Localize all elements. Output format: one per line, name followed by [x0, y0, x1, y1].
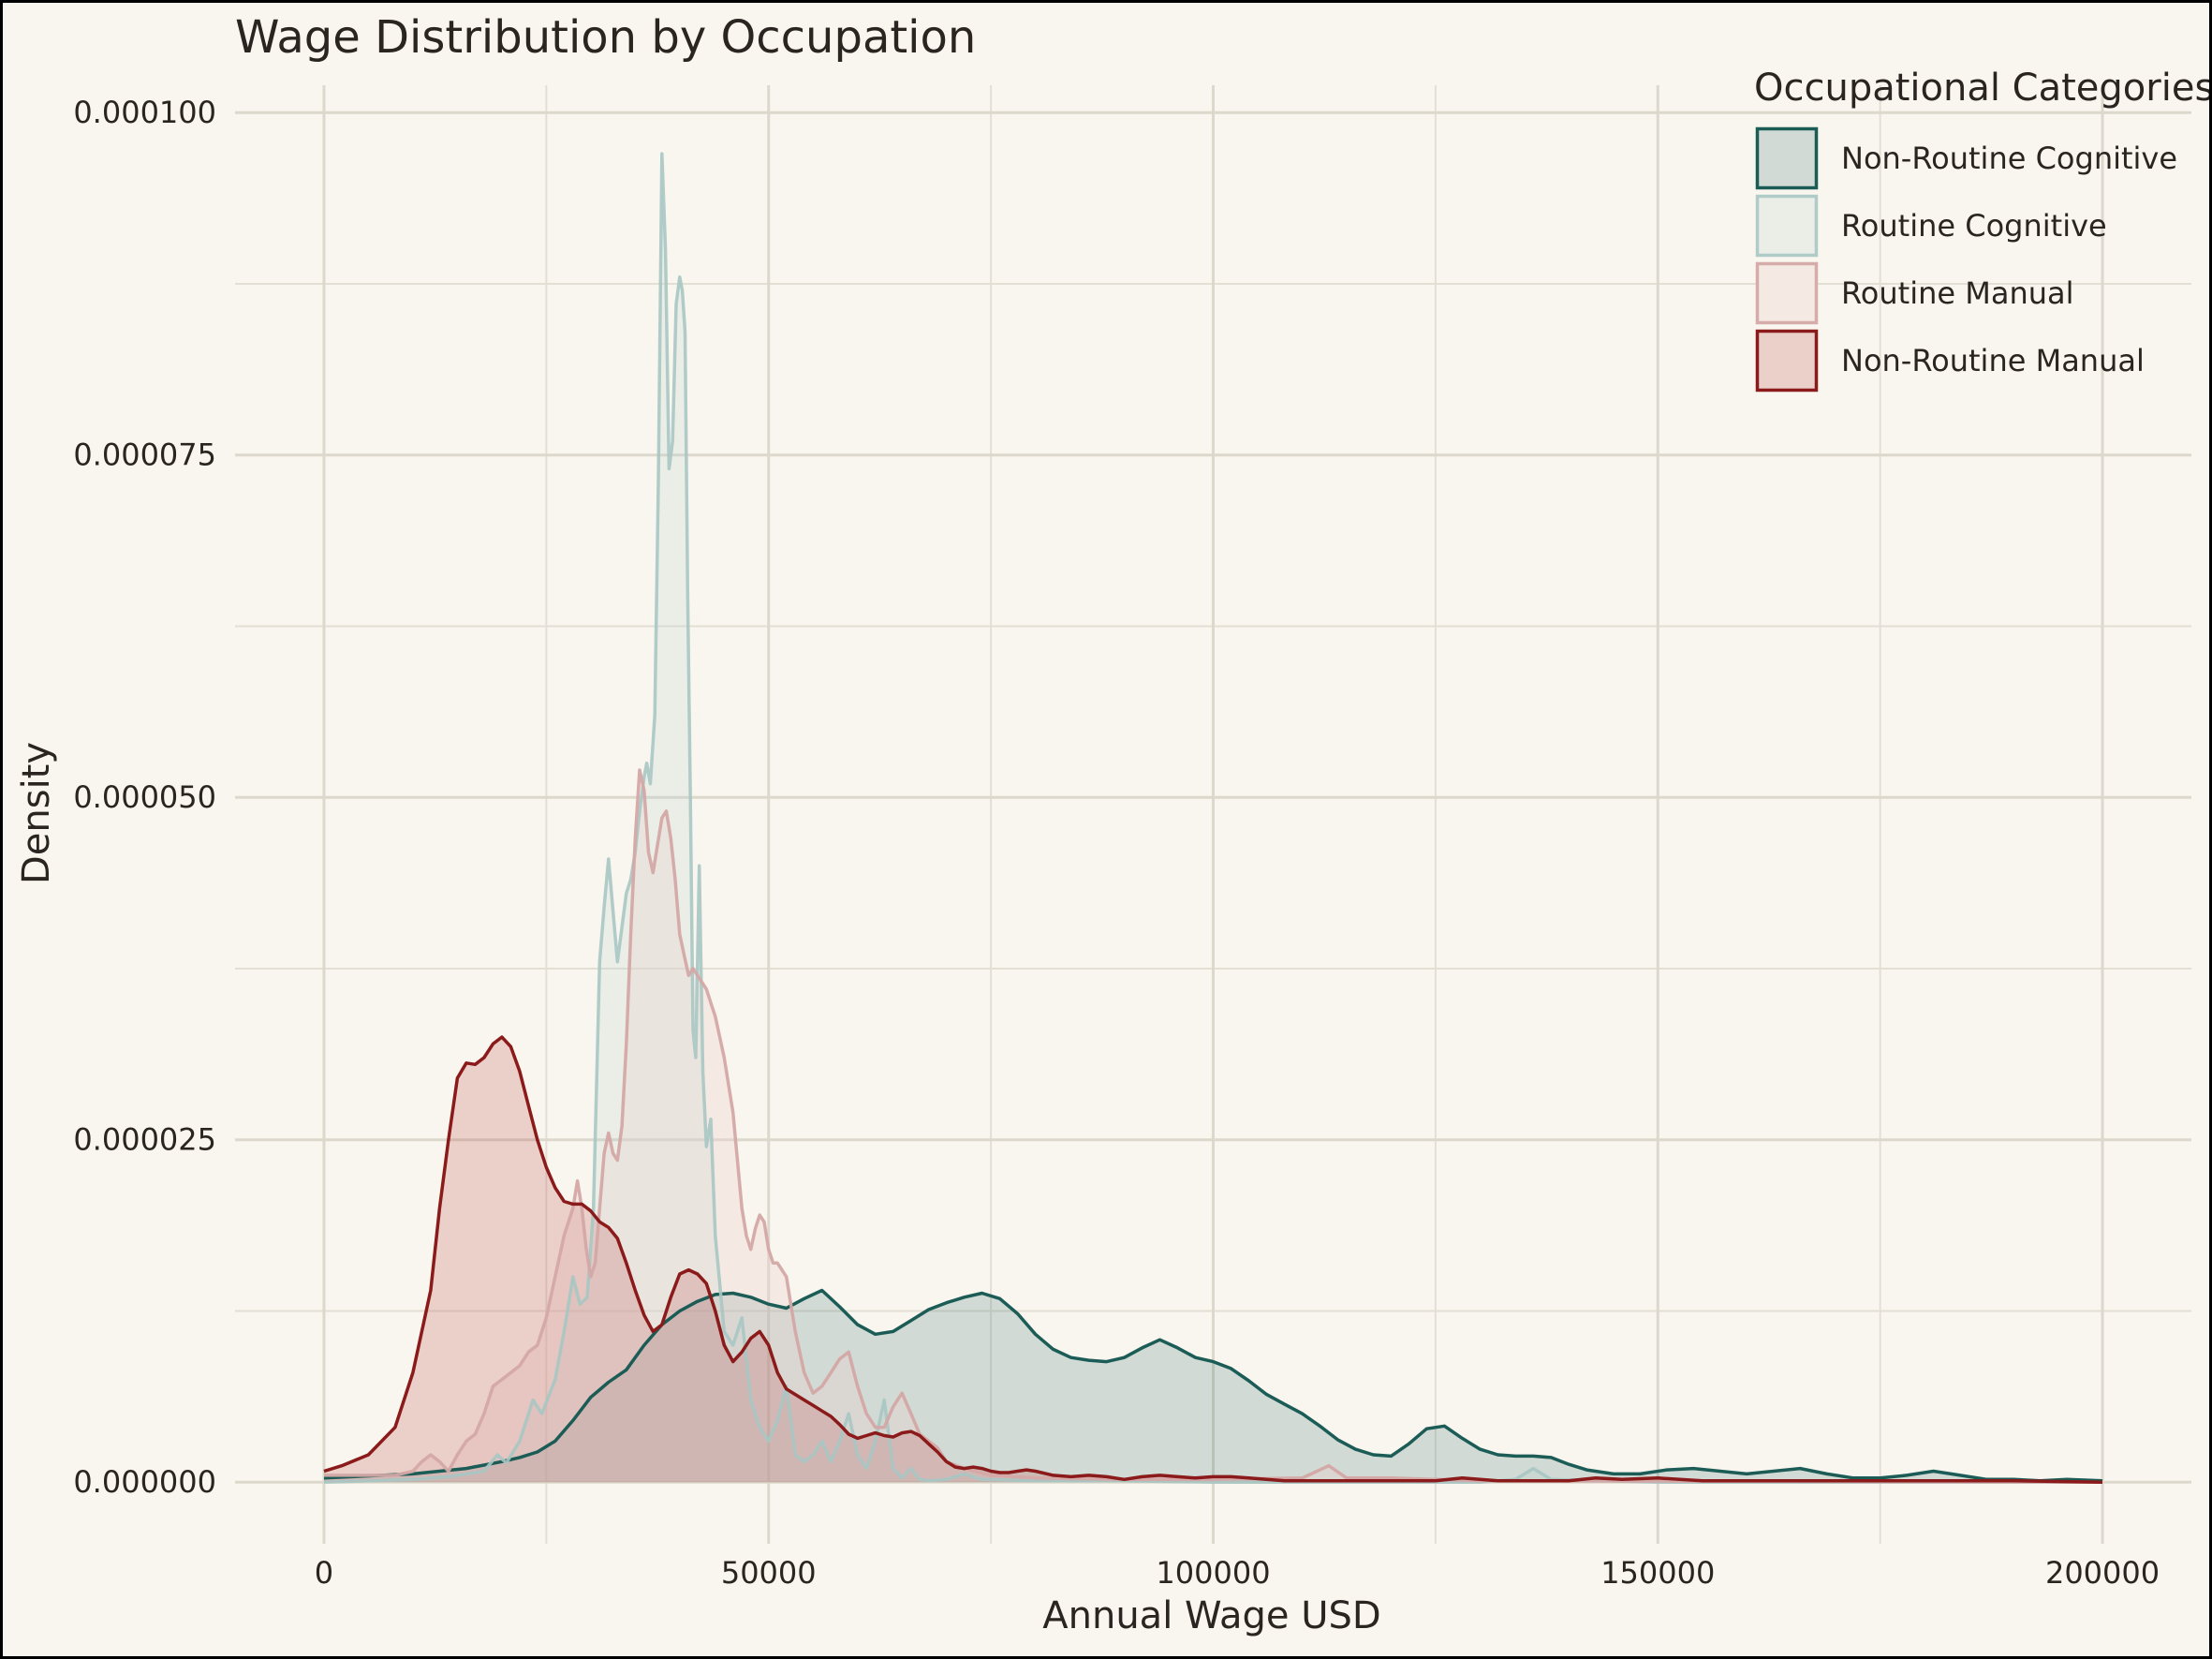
- chart-title: Wage Distribution by Occupation: [235, 11, 976, 64]
- x-tick-label: 50000: [721, 1555, 817, 1591]
- legend: Occupational Categories Non-Routine Cogn…: [1754, 67, 2212, 393]
- legend-label-non-routine-manual: Non-Routine Manual: [1841, 343, 2145, 378]
- legend-key-bg-routine-manual: [1756, 262, 1818, 324]
- y-tick-label: 0.000075: [73, 437, 216, 473]
- line-routine-cognitive: [323, 152, 2102, 1484]
- x-tick-label: 200000: [2045, 1555, 2160, 1591]
- legend-label-non-routine-cognitive: Non-Routine Cognitive: [1841, 141, 2177, 176]
- line-non-routine-manual: [323, 1035, 2103, 1484]
- legend-key-non-routine-cognitive: [1755, 126, 1819, 190]
- x-tick-label: 0: [315, 1555, 333, 1591]
- legend-key-routine-manual: [1755, 261, 1819, 325]
- y-tick-label: 0.000000: [73, 1464, 216, 1500]
- y-axis-ticks: 0.000000 0.000025 0.000050 0.000075 0.000100: [73, 95, 216, 1500]
- line-non-routine-cognitive: [323, 1288, 2103, 1483]
- density-lines: [323, 152, 2103, 1484]
- x-tick-label: 150000: [1600, 1555, 1715, 1591]
- legend-key-bg-non-routine-cognitive: [1756, 127, 1818, 189]
- x-axis-title: Annual Wage USD: [1042, 1594, 1380, 1637]
- legend-key-non-routine-manual: [1755, 329, 1819, 393]
- y-tick-label: 0.000025: [73, 1122, 216, 1158]
- area-routine-cognitive: [324, 154, 2102, 1483]
- x-tick-label: 100000: [1156, 1555, 1270, 1591]
- x-axis-ticks: 0 50000 100000 150000 200000: [315, 1555, 2160, 1591]
- legend-key-bg-non-routine-manual: [1756, 330, 1818, 392]
- y-tick-label: 0.000100: [73, 95, 216, 130]
- legend-title: Occupational Categories: [1754, 67, 2212, 110]
- legend-label-routine-manual: Routine Manual: [1841, 275, 2074, 311]
- legend-key-bg-routine-cognitive: [1756, 195, 1818, 257]
- area-non-routine-cognitive: [324, 1290, 2102, 1483]
- y-axis-title: Density: [15, 742, 58, 884]
- line-routine-manual: [324, 768, 2103, 1484]
- legend-label-routine-cognitive: Routine Cognitive: [1841, 208, 2107, 244]
- y-tick-label: 0.000050: [73, 779, 216, 815]
- area-non-routine-manual: [324, 1037, 2102, 1483]
- legend-key-routine-cognitive: [1755, 194, 1819, 258]
